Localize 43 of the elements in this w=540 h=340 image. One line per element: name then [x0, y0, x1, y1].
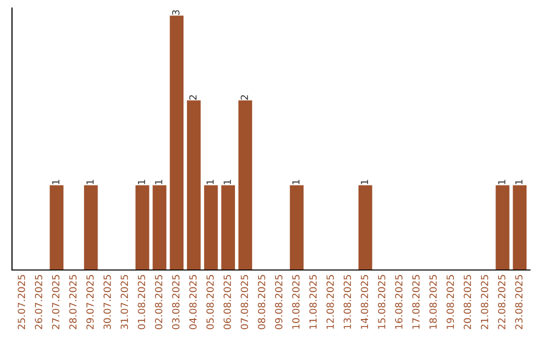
data-label: 1 [360, 180, 368, 184]
x-tick-label: 26.07.2025 [34, 275, 42, 330]
data-label: 1 [155, 180, 162, 184]
x-tick-label: 18.08.2025 [429, 275, 437, 329]
x-tick-label: 12.08.2025 [326, 275, 334, 329]
data-label: 1 [515, 180, 522, 184]
x-tick-label: 16.08.2025 [395, 275, 402, 329]
x-tick-label: 28.07.2025 [69, 275, 77, 330]
x-tick-label: 02.08.2025 [154, 275, 162, 330]
x-tick-label: 01.08.2025 [138, 275, 146, 330]
x-tick-label: 07.08.2025 [240, 275, 248, 330]
x-tick-label: 14.08.2025 [360, 275, 368, 329]
x-tick-label: 17.08.2025 [412, 275, 420, 329]
data-label: 2 [240, 95, 248, 100]
data-label: 1 [138, 180, 146, 184]
x-tick-label: 09.08.2025 [275, 275, 282, 330]
x-tick-label: 11.08.2025 [309, 275, 317, 329]
x-tick-label: 31.07.2025 [120, 275, 128, 330]
x-tick-label: 27.07.2025 [52, 275, 60, 330]
x-tick-label: 23.08.2025 [515, 275, 523, 330]
x-tick-label: 22.08.2025 [498, 275, 506, 330]
x-tick-label: 05.08.2025 [206, 275, 214, 330]
x-tick-label: 06.08.2025 [224, 275, 231, 330]
x-tick-label: 21.08.2025 [480, 275, 488, 330]
x-tick-label: 25.07.2025 [18, 275, 26, 330]
x-tick-label: 10.08.2025 [292, 275, 300, 329]
data-label: 3 [172, 10, 180, 15]
x-tick-label: 08.08.2025 [258, 275, 266, 330]
data-label: 1 [86, 180, 94, 184]
data-label: 1 [206, 180, 214, 184]
x-tick-label: 04.08.2025 [189, 275, 197, 330]
x-tick-label: 29.07.2025 [86, 275, 94, 330]
x-tick-label: 30.07.2025 [104, 275, 111, 330]
data-label: 1 [292, 180, 300, 184]
data-label: 1 [52, 180, 60, 184]
data-label: 2 [189, 95, 196, 100]
x-tick-label: 20.08.2025 [464, 275, 472, 330]
x-tick-label: 13.08.2025 [344, 275, 352, 329]
x-tick-label: 03.08.2025 [172, 275, 180, 330]
x-tick-label: 15.08.2025 [378, 275, 386, 329]
x-tick-label: 19.08.2025 [446, 275, 454, 329]
data-label: 1 [224, 180, 231, 184]
data-label: 1 [498, 180, 506, 184]
